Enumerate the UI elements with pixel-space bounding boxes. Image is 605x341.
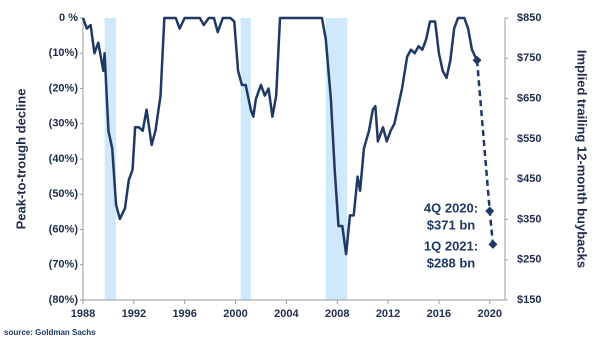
- x-tick-label: 1996: [172, 308, 196, 320]
- x-tick-label: 1992: [122, 308, 146, 320]
- source-note: source: Goldman Sachs: [4, 328, 96, 337]
- y-tick-label: (60%): [49, 223, 79, 235]
- series-line: [81, 16, 479, 256]
- y2-tick-label: $850: [517, 12, 541, 24]
- x-tick-label: 2012: [376, 308, 400, 320]
- x-tick-label: 2016: [427, 308, 451, 320]
- x-tick-label: 2000: [223, 308, 247, 320]
- y-tick-label: (70%): [49, 259, 79, 271]
- annotation: $371 bn: [427, 217, 475, 232]
- x-tick-label: 2004: [274, 308, 299, 320]
- annotation: $288 bn: [427, 255, 475, 270]
- x-tick-label: 1988: [71, 308, 95, 320]
- y-tick-label: 0 %: [59, 12, 78, 24]
- annotation: 4Q 2020:: [424, 200, 478, 215]
- y-axis-label: Peak-to-trough decline: [13, 89, 28, 230]
- x-tick-label: 2008: [325, 308, 349, 320]
- y2-tick-label: $450: [517, 173, 541, 185]
- y2-tick-label: $650: [517, 92, 541, 104]
- y2-tick-label: $150: [517, 294, 541, 306]
- y-tick-label: (50%): [49, 188, 79, 200]
- annotation: 1Q 2021:: [424, 238, 478, 253]
- y2-tick-label: $250: [517, 254, 541, 266]
- recession-band: [325, 18, 348, 300]
- y-tick-label: (40%): [49, 153, 79, 165]
- x-tick-label: 2020: [478, 308, 502, 320]
- y2-tick-label: $550: [517, 133, 541, 145]
- y-tick-label: (80%): [49, 294, 79, 306]
- y-tick-label: (30%): [49, 118, 79, 130]
- y2-tick-label: $750: [517, 52, 541, 64]
- data-point: [488, 239, 498, 249]
- y2-axis-label: Implied trailing 12-month buybacks: [575, 50, 590, 268]
- y-tick-label: (10%): [49, 47, 79, 59]
- recession-band: [104, 18, 117, 300]
- series-line: [475, 60, 495, 245]
- data-point: [472, 55, 482, 65]
- y-tick-label: (20%): [49, 82, 79, 94]
- data-point: [485, 206, 495, 216]
- y2-tick-label: $350: [517, 213, 541, 225]
- recession-band: [240, 18, 251, 300]
